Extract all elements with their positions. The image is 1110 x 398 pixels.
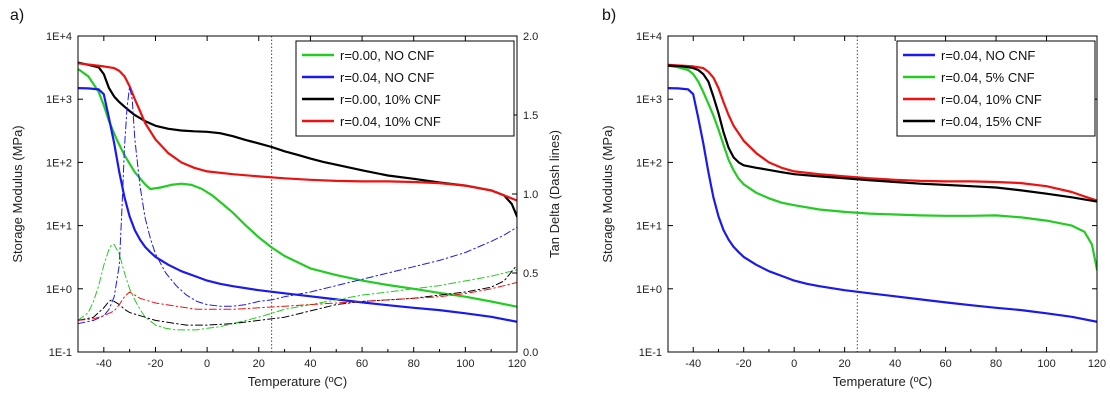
x-tick-label: 0	[791, 358, 797, 370]
legend: r=0.04, NO CNF r=0.04, 5% CNF r=0.04, 10% …	[896, 40, 1096, 137]
y-tick-label: 1E+3	[636, 94, 662, 106]
legend-entry: r=0.04, NO CNF	[941, 48, 1035, 63]
x-tick-label: -40	[96, 358, 112, 370]
y2-tick-label: 1.5	[523, 110, 538, 122]
x-tick-label: 120	[1088, 358, 1106, 370]
panel-label: b)	[602, 7, 616, 24]
series-line-black	[78, 61, 517, 218]
y-tick-label: 1E+1	[636, 221, 662, 233]
y2-tick-label: 1.0	[523, 189, 538, 201]
y-tick-label: 1E+0	[46, 284, 72, 296]
y-tick-label: 1E+1	[46, 221, 72, 233]
legend-entry: r=0.00, NO CNF	[340, 48, 434, 63]
y-tick-label: 1E+2	[636, 157, 662, 169]
x-tick-label: -20	[736, 358, 752, 370]
x-tick-label: 80	[990, 358, 1002, 370]
x-tick-label: 60	[356, 358, 368, 370]
x-tick-label: 100	[1037, 358, 1055, 370]
y-tick-label: 1E+3	[46, 94, 72, 106]
y-axis-label: Storage Modulus (MPa)	[10, 125, 25, 262]
tan-delta-line-blue	[78, 86, 517, 325]
series-line-red	[668, 63, 1097, 202]
legend-entry: r=0.04, 15% CNF	[941, 114, 1042, 129]
legend: r=0.00, NO CNF r=0.04, NO CNF r=0.00, 10% …	[295, 40, 515, 137]
y-tick-label: 1E+2	[46, 157, 72, 169]
x-tick-label: 100	[456, 358, 474, 370]
series-line-black	[668, 64, 1097, 203]
y-axis-label: Storage Modulus (MPa)	[600, 125, 615, 262]
x-tick-label: 80	[408, 358, 420, 370]
y-tick-label: 1E+0	[636, 284, 662, 296]
legend-entry: r=0.04, 10% CNF	[941, 92, 1042, 107]
x-tick-label: -40	[685, 358, 701, 370]
legend-entry: r=0.00, 10% CNF	[340, 92, 441, 107]
legend-entry: r=0.04, 10% CNF	[340, 114, 441, 129]
panel-a: a) -40 -20 0 20 40 60 80 100 120 1E-1 1E+0 1E+1 1E+2 1…	[10, 7, 562, 389]
x-axis-label: Temperature (ºC)	[248, 374, 347, 389]
series-line-green	[668, 64, 1097, 271]
series-line-red	[78, 62, 517, 202]
x-tick-label: 120	[508, 358, 526, 370]
y2-tick-label: 0.0	[523, 347, 538, 359]
series-line-blue	[78, 87, 517, 323]
tan-delta-line-green	[78, 244, 517, 331]
tan-delta-line-red	[78, 282, 517, 321]
y2-axis-label: Tan Delta (Dash lines)	[547, 130, 562, 258]
series-line-blue	[668, 87, 1097, 323]
y-tick-label: 1E-1	[639, 347, 662, 359]
x-tick-label: 20	[253, 358, 265, 370]
x-axis-label: Temperature (ºC)	[833, 374, 932, 389]
y2-tick-label: 0.5	[523, 268, 538, 280]
series-line-green	[78, 67, 517, 308]
panel-b: b) -40 -20 0 20 40 60 80 100 120 1E-1 1E+0 1E+1 1E+2 1…	[600, 7, 1106, 389]
legend-entry: r=0.04, 5% CNF	[941, 70, 1035, 85]
x-tick-label: 40	[889, 358, 901, 370]
y2-tick-label: 2.0	[523, 31, 538, 43]
y-tick-label: 1E-1	[49, 347, 72, 359]
y-tick-label: 1E+4	[636, 31, 662, 43]
panel-label: a)	[10, 7, 24, 24]
legend-entry: r=0.04, NO CNF	[340, 70, 434, 85]
x-tick-label: 0	[204, 358, 210, 370]
x-tick-label: 60	[939, 358, 951, 370]
plot-frame	[667, 35, 1098, 353]
y-tick-label: 1E+4	[46, 31, 72, 43]
x-tick-label: 40	[304, 358, 316, 370]
x-tick-label: 20	[839, 358, 851, 370]
x-tick-label: -20	[148, 358, 164, 370]
